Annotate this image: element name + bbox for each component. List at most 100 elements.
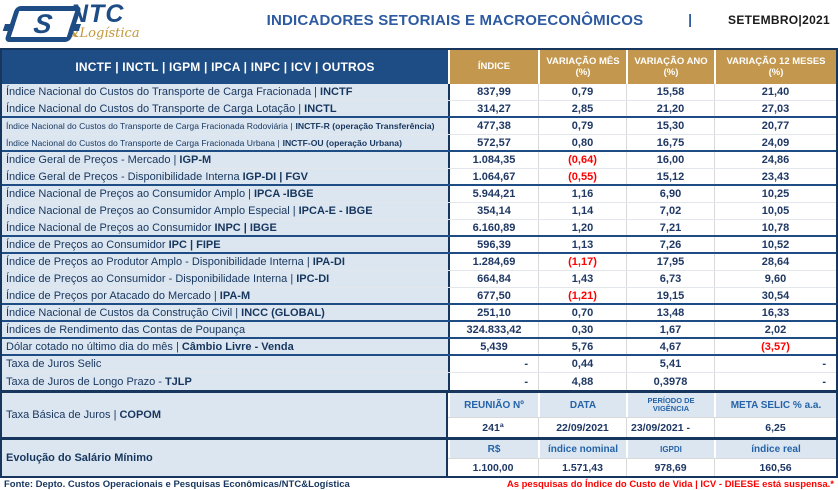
index-value-cell: 596,39 bbox=[448, 237, 538, 252]
twelve-month-variation-cell: 10,78 bbox=[714, 220, 836, 235]
logo-s-mark: S bbox=[2, 6, 82, 42]
index-value-cell: 837,99 bbox=[448, 84, 538, 100]
indicator-label: Índice Geral de Preços - Mercado | IGP-M bbox=[2, 152, 448, 168]
indicator-code: IPCA-E - IBGE bbox=[298, 205, 373, 217]
column-header-variacao-ano: VARIAÇÃO ANO (%) bbox=[626, 50, 714, 84]
indicator-label: Índice Nacional de Preços ao Consumidor … bbox=[2, 203, 448, 219]
table-row: Índice Nacional do Custos do Transporte … bbox=[2, 101, 836, 118]
indicator-label: Índice de Preços ao Consumidor - Disponi… bbox=[2, 271, 448, 287]
year-variation-cell: 16,00 bbox=[626, 152, 714, 168]
table-row: Taxa de Juros de Longo Prazo - TJLP - 4,… bbox=[2, 373, 836, 390]
indicator-name: Índice de Preços ao Produtor Amplo - Dis… bbox=[6, 256, 310, 268]
indicator-label: Índice Geral de Preços - Disponibilidade… bbox=[2, 169, 448, 184]
salario-indice-nominal-value: 1.571,43 bbox=[538, 458, 626, 476]
index-value-cell: 314,27 bbox=[448, 101, 538, 116]
month-variation-cell: 5,76 bbox=[538, 339, 626, 354]
indicator-name: Índice de Preços ao Consumidor - Disponi… bbox=[6, 273, 294, 285]
copom-periodo-value: 23/09/2021 - bbox=[626, 417, 714, 437]
month-variation-cell: 4,88 bbox=[538, 373, 626, 390]
indicator-label: Índice Nacional do Custos do Transporte … bbox=[2, 118, 448, 134]
index-value-cell: 477,38 bbox=[448, 118, 538, 134]
twelve-month-variation-cell: 10,52 bbox=[714, 237, 836, 252]
table-row: Índice de Preços ao Consumidor - Disponi… bbox=[2, 271, 836, 288]
indicator-name: Índice Geral de Preços - Disponibilidade… bbox=[6, 170, 240, 183]
indicator-code: IPA-DI bbox=[312, 256, 345, 268]
indicator-name: Índice de Preços ao Consumidor bbox=[6, 238, 166, 251]
copom-header-reuniao: REUNIÃO Nº bbox=[448, 393, 538, 417]
twelve-month-variation-cell: 28,64 bbox=[714, 254, 836, 270]
month-variation-cell: 1,20 bbox=[538, 220, 626, 235]
indicator-name: Índice Nacional do Custos do Transporte … bbox=[6, 121, 293, 131]
indicator-code: IGP-M bbox=[179, 154, 212, 166]
salario-reais-value: 1.100,00 bbox=[448, 458, 538, 476]
ntc-logistica-logo: S NTC &Logística bbox=[2, 2, 140, 42]
month-variation-cell: (1,21) bbox=[538, 288, 626, 303]
year-variation-cell: 13,48 bbox=[626, 305, 714, 320]
indicator-label: Índice Nacional de Preços ao Consumidor … bbox=[2, 220, 448, 235]
year-variation-cell: 5,41 bbox=[626, 356, 714, 372]
indicator-name: Índice Nacional de Preços ao Consumidor bbox=[6, 221, 212, 234]
indicator-name: Índice Nacional de Preços ao Consumidor … bbox=[6, 205, 296, 217]
twelve-month-variation-cell: - bbox=[714, 356, 836, 372]
salario-value-row: 1.100,00 1.571,43 978,69 160,56 bbox=[448, 458, 836, 476]
column-header-line1: ÍNDICE bbox=[477, 61, 511, 73]
indicator-code: IPC-DI bbox=[296, 273, 330, 285]
indicator-label: Índice Nacional de Preços ao Consumidor … bbox=[2, 186, 448, 202]
source-note: Fonte: Depto. Custos Operacionais e Pesq… bbox=[4, 478, 350, 490]
table-row: Índices de Rendimento das Contas de Poup… bbox=[2, 322, 836, 339]
title-separator: | bbox=[688, 11, 692, 27]
report-table: INCTF | INCTL | IGPM | IPCA | INPC | ICV… bbox=[0, 48, 838, 478]
salario-values-area: R$ índice nominal IGPDI índice real 1.10… bbox=[448, 440, 836, 476]
index-value-cell: 1.084,35 bbox=[448, 152, 538, 168]
table-row: Índice Nacional do Custos do Transporte … bbox=[2, 84, 836, 101]
copom-header-row: REUNIÃO Nº DATA PERÍODO DE VIGÊNCIA META… bbox=[448, 393, 836, 417]
twelve-month-variation-cell: 23,43 bbox=[714, 169, 836, 184]
column-header-variacao-mes: VARIAÇÃO MÊS (%) bbox=[538, 50, 626, 84]
column-header-line2: (%) bbox=[768, 67, 784, 78]
table-row: Índice Nacional do Custos do Transporte … bbox=[2, 118, 836, 135]
indicator-code: TJLP bbox=[164, 375, 192, 388]
table-row: Dólar cotado no último dia do mês | Câmb… bbox=[2, 339, 836, 356]
year-variation-cell: 7,21 bbox=[626, 220, 714, 235]
month-variation-cell: 0,79 bbox=[538, 84, 626, 100]
index-value-cell: 251,10 bbox=[448, 305, 538, 320]
twelve-month-variation-cell: 21,40 bbox=[714, 84, 836, 100]
index-value-cell: 324.833,42 bbox=[448, 322, 538, 337]
indicator-code: INCTF bbox=[320, 86, 353, 98]
month-variation-cell: 2,85 bbox=[538, 101, 626, 116]
index-value-cell: 1.284,69 bbox=[448, 254, 538, 270]
report-footer: Fonte: Depto. Custos Operacionais e Pesq… bbox=[0, 478, 838, 490]
month-variation-cell: 1,43 bbox=[538, 271, 626, 287]
twelve-month-variation-cell: 24,09 bbox=[714, 135, 836, 150]
indices-nav-label: INCTF | INCTL | IGPM | IPCA | INPC | ICV… bbox=[75, 60, 375, 74]
year-variation-cell: 17,95 bbox=[626, 254, 714, 270]
twelve-month-variation-cell: 16,33 bbox=[714, 305, 836, 320]
table-row: Índice Nacional de Preços ao Consumidor … bbox=[2, 186, 836, 203]
indicator-code: INCTL bbox=[304, 102, 337, 115]
indicator-name: Índice Nacional de Custos da Construção … bbox=[6, 306, 239, 319]
copom-section: Taxa Básica de Juros | COPOM REUNIÃO Nº … bbox=[2, 390, 836, 437]
indicator-code: IPCA -IBGE bbox=[254, 188, 314, 200]
month-variation-cell: 0,79 bbox=[538, 118, 626, 134]
copom-header-meta-selic: META SELIC % a.a. bbox=[714, 393, 836, 417]
indicator-name: Taxa de Juros de Longo Prazo - bbox=[6, 375, 162, 388]
indicator-label: Dólar cotado no último dia do mês | Câmb… bbox=[2, 339, 448, 354]
indicator-label: Taxa de Juros Selic bbox=[2, 356, 448, 372]
month-variation-cell: 0,80 bbox=[538, 135, 626, 150]
column-header-line1: VARIAÇÃO ANO bbox=[634, 55, 708, 67]
indicator-code: INCTF-R (operação Transferência) bbox=[295, 121, 435, 131]
index-value-cell: - bbox=[448, 356, 538, 372]
year-variation-cell: 15,58 bbox=[626, 84, 714, 100]
logo-text: NTC &Logística bbox=[66, 2, 140, 40]
table-row: Índice Nacional de Preços ao Consumidor … bbox=[2, 220, 836, 237]
twelve-month-variation-cell: 27,03 bbox=[714, 101, 836, 116]
salario-header-indice-real: índice real bbox=[714, 440, 836, 458]
year-variation-cell: 6,73 bbox=[626, 271, 714, 287]
indicator-name: Taxa de Juros Selic bbox=[6, 358, 102, 370]
copom-label-code: COPOM bbox=[119, 409, 162, 421]
index-value-cell: 354,14 bbox=[448, 203, 538, 219]
twelve-month-variation-cell: 9,60 bbox=[714, 271, 836, 287]
index-value-cell: 677,50 bbox=[448, 288, 538, 303]
twelve-month-variation-cell: - bbox=[714, 373, 836, 390]
table-header-band: INCTF | INCTL | IGPM | IPCA | INPC | ICV… bbox=[2, 50, 836, 84]
